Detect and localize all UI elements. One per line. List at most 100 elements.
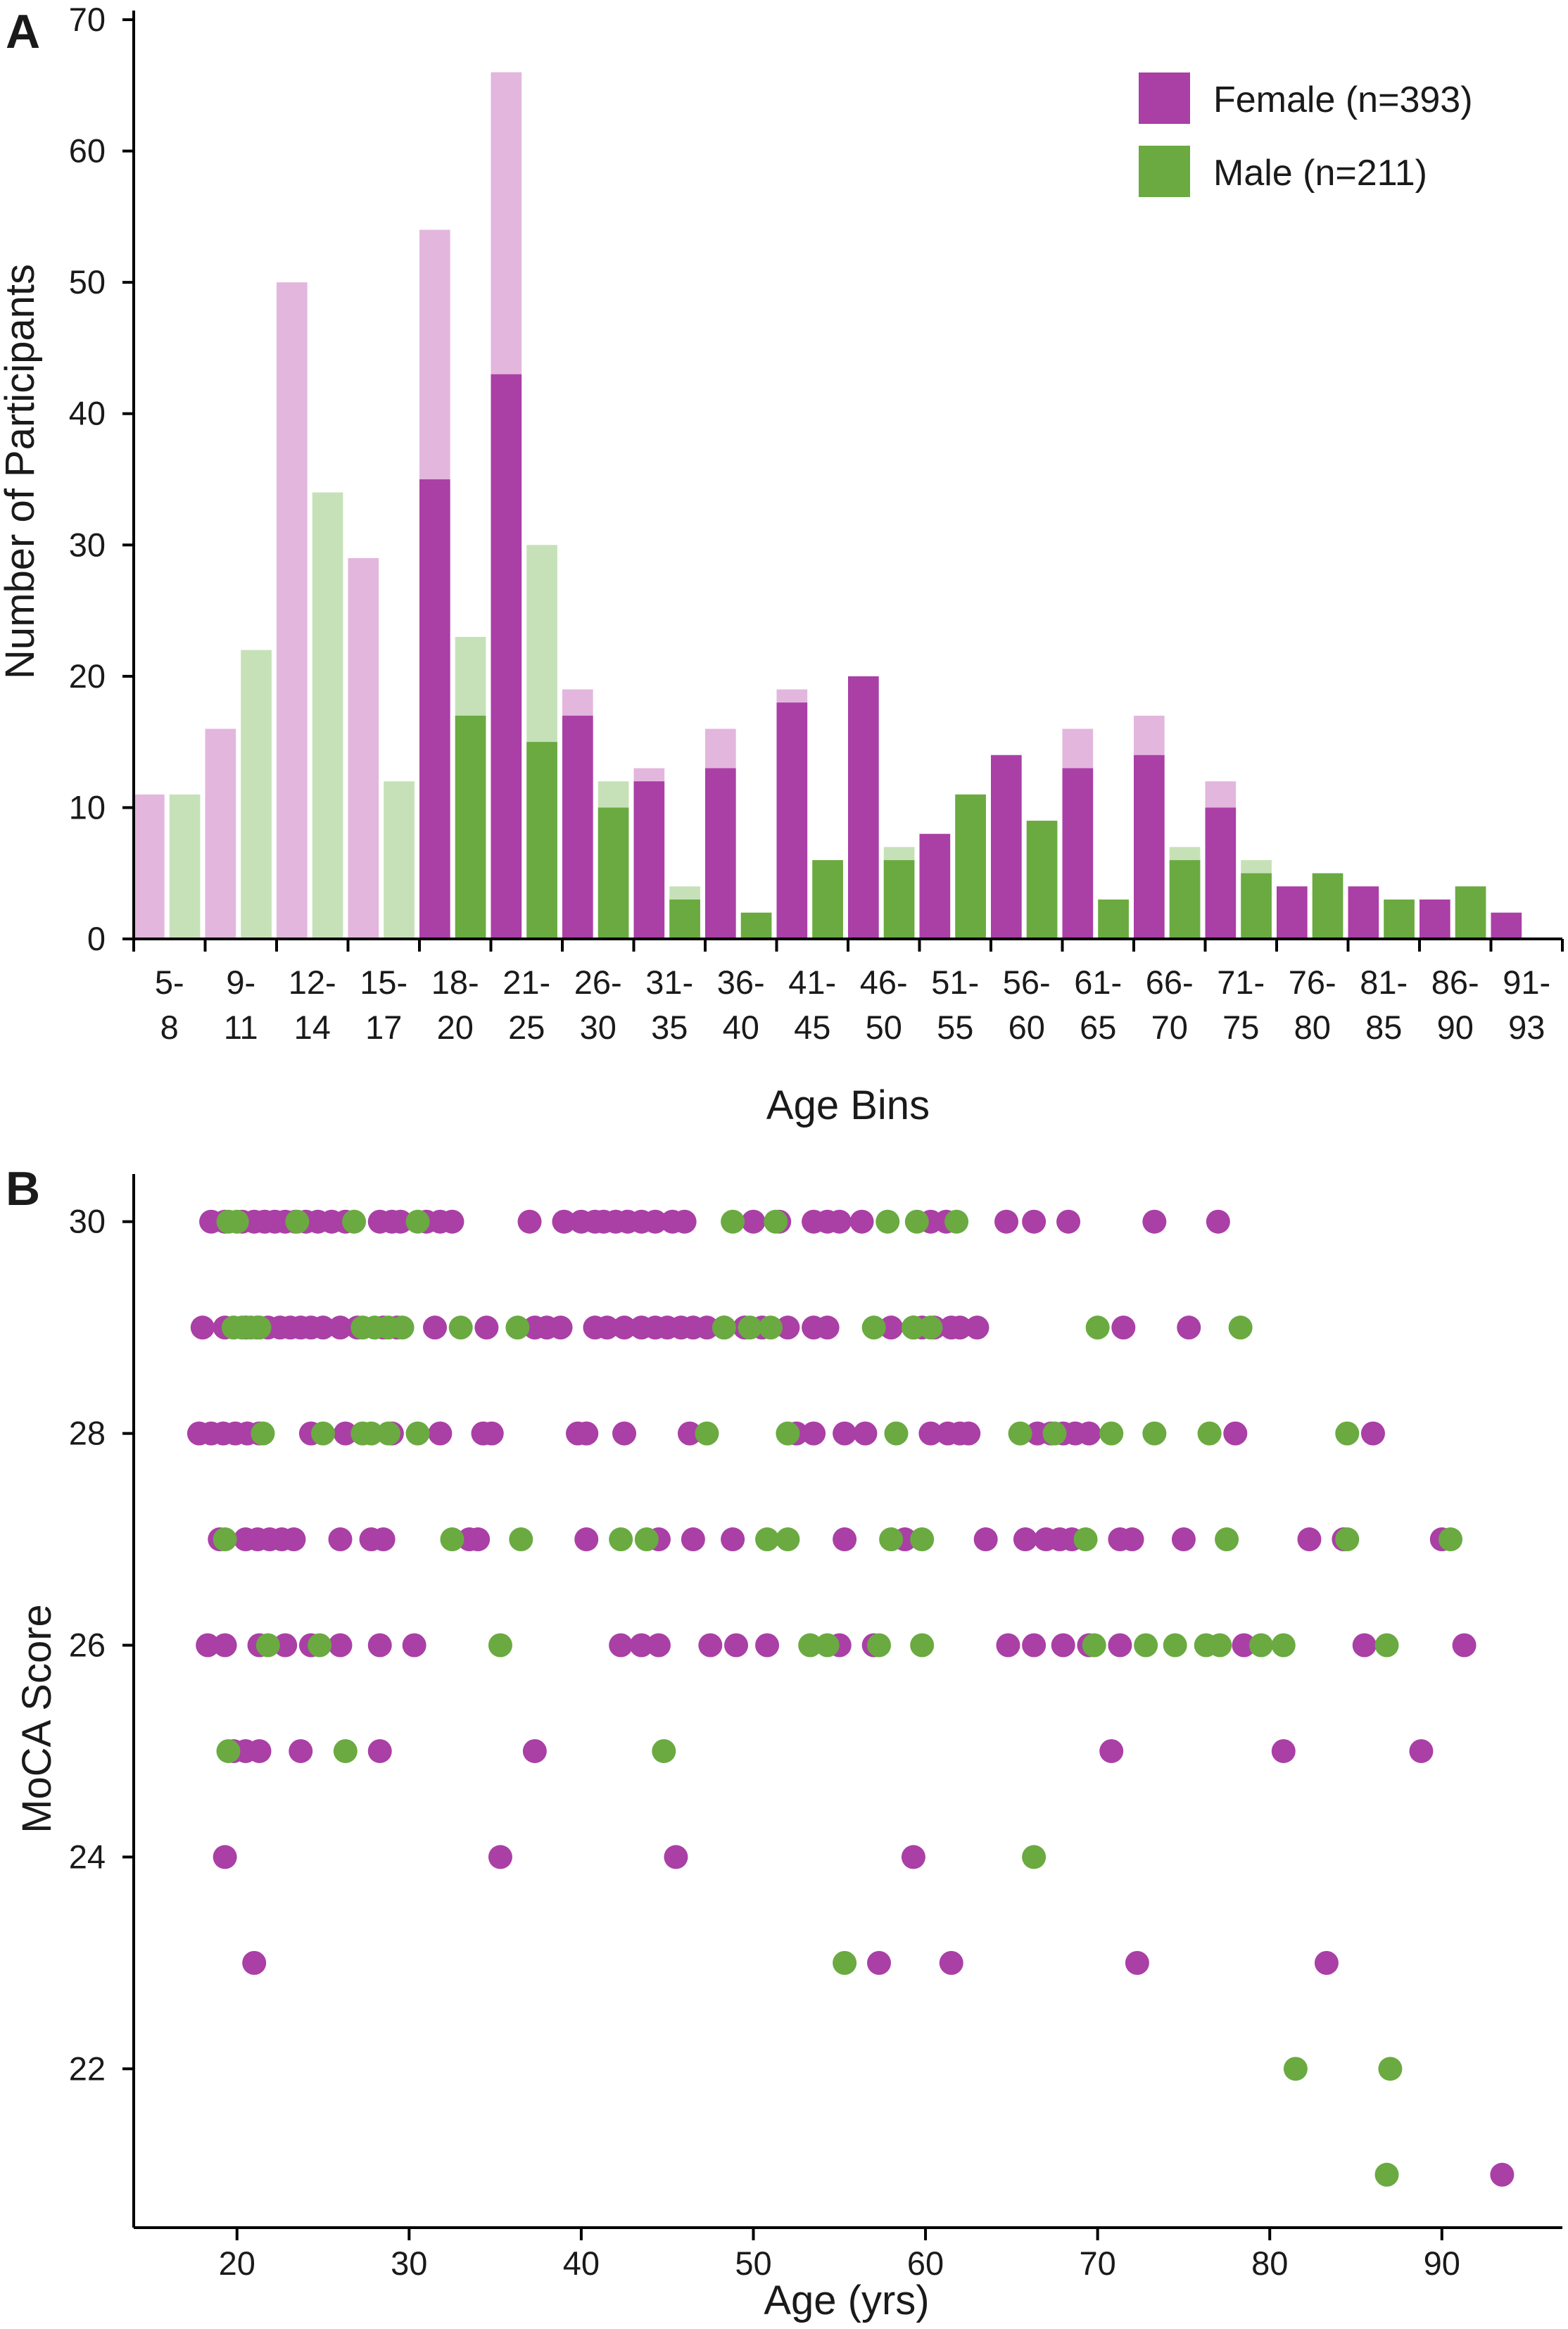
scatter-point-male-57 [308, 1633, 332, 1658]
scatter-point-female-104 [853, 1421, 878, 1446]
scatter-point-female-39 [1056, 1209, 1081, 1234]
bar-x-tick-label-top-16: 76- [1289, 964, 1336, 1001]
scatter-point-male-23 [861, 1315, 886, 1340]
scatter-x-tick-label-60: 60 [907, 2245, 944, 2282]
bar-axes [132, 11, 1564, 952]
scatter-point-female-151 [402, 1633, 426, 1658]
scatter-point-male-7 [875, 1209, 900, 1234]
scatter-point-female-14 [388, 1209, 413, 1234]
bar-female-total-0 [134, 794, 165, 939]
scatter-point-female-174 [1099, 1738, 1124, 1763]
scatter-point-female-183 [939, 1950, 963, 1975]
bar-male-4 [455, 715, 486, 939]
scatter-point-male-61 [867, 1633, 892, 1658]
scatter-point-female-75 [815, 1315, 840, 1340]
bar-female-total-1 [205, 728, 236, 939]
bar-x-tick-label-bottom-16: 80 [1294, 1009, 1331, 1046]
bar-male-12 [1026, 821, 1058, 939]
scatter-point-female-57 [474, 1315, 499, 1340]
bar-female-16 [1277, 886, 1308, 939]
scatter-point-male-71 [216, 1738, 241, 1763]
scatter-point-male-33 [405, 1421, 430, 1446]
scatter-point-male-13 [247, 1315, 272, 1340]
bar-female-4 [419, 479, 450, 939]
scatter-y-tick-label-22: 22 [69, 2050, 106, 2087]
bar-x-tick-labels: 5- 8 9- 11 12- 14 15- 17 18- 20 21- 25 26- 30 31- 35 36-… [155, 964, 1550, 1046]
scatter-point-female-161 [1022, 1633, 1047, 1658]
scatter-y-tick-label-26: 26 [69, 1627, 106, 1664]
bar-x-tick-label-top-10: 46- [860, 964, 908, 1001]
bar-male-6 [598, 807, 629, 939]
scatter-point-male-56 [255, 1633, 280, 1658]
bar-female-14 [1134, 755, 1165, 939]
scatter-point-female-76 [879, 1315, 904, 1340]
bar-x-tick-label-top-1: 9- [226, 964, 255, 1001]
scatter-x-tick-label-80: 80 [1251, 2245, 1288, 2282]
bar-y-tick-label-30: 30 [69, 526, 106, 563]
scatter-point-female-52 [328, 1315, 353, 1340]
scatter-point-female-149 [328, 1633, 353, 1658]
scatter-point-female-92 [333, 1421, 358, 1446]
scatter-point-female-184 [1125, 1950, 1149, 1975]
legend-label-male: Male (n=211) [1213, 153, 1427, 194]
bar-y-tick-label-70: 70 [69, 1, 106, 38]
bar-female-total-3 [348, 557, 379, 939]
scatter-x-tick-label-30: 30 [391, 2245, 427, 2282]
scatter-point-female-156 [724, 1633, 749, 1658]
scatter-x-tick-label-90: 90 [1424, 2245, 1460, 2282]
scatter-point-female-17 [440, 1209, 464, 1234]
bar-female-6 [562, 715, 593, 939]
bar-male-17 [1384, 900, 1415, 939]
scatter-point-female-19 [552, 1209, 576, 1234]
scatter-point-female-33 [827, 1209, 852, 1234]
scatter-point-female-100 [677, 1421, 702, 1446]
bar-x-axis-title: Age Bins [766, 1083, 930, 1128]
scatter-point-male-77 [1378, 2057, 1403, 2081]
scatter-point-female-63 [612, 1315, 637, 1340]
bar-x-tick-label-bottom-17: 85 [1365, 1009, 1402, 1046]
bar-x-tick-label-top-18: 86- [1431, 964, 1479, 1001]
bar-male-11 [955, 794, 986, 939]
legend-swatch-male [1139, 146, 1190, 197]
scatter-point-male-60 [815, 1633, 840, 1658]
scatter-point-female-56 [423, 1315, 448, 1340]
scatter-point-female-173 [522, 1738, 547, 1763]
scatter-point-male-59 [798, 1633, 823, 1658]
bar-y-tick-label-0: 0 [87, 920, 106, 957]
scatter-point-female-160 [996, 1633, 1020, 1658]
scatter-point-female-167 [1452, 1633, 1477, 1658]
bar-x-tick-label-top-0: 5- [155, 964, 184, 1001]
bar-male-8 [740, 912, 772, 939]
scatter-point-female-165 [1232, 1633, 1256, 1658]
scatter-point-female-181 [242, 1950, 267, 1975]
scatter-point-male-44 [440, 1527, 464, 1552]
bar-x-tick-label-bottom-4: 20 [437, 1009, 474, 1046]
bar-x-tick-label-bottom-2: 14 [294, 1009, 331, 1046]
scatter-point-female-130 [721, 1527, 745, 1552]
scatter-point-female-40 [1142, 1209, 1167, 1234]
bar-male-18 [1455, 886, 1486, 939]
scatter-point-male-25 [918, 1315, 943, 1340]
bar-y-tick-label-40: 40 [69, 395, 106, 432]
scatter-point-female-144 [196, 1633, 220, 1658]
bar-x-tick-label-bottom-9: 45 [794, 1009, 830, 1046]
bar-male-15 [1241, 873, 1272, 939]
scatter-point-male-53 [1215, 1527, 1239, 1552]
scatter-point-male-50 [879, 1527, 904, 1552]
scatter-point-male-43 [213, 1527, 237, 1552]
scatter-point-female-139 [1120, 1527, 1144, 1552]
panel-a-letter: A [6, 5, 40, 58]
bar-female-7 [633, 781, 665, 939]
scatter-point-female-60 [548, 1315, 573, 1340]
scatter-point-male-22 [758, 1315, 783, 1340]
scatter-point-male-37 [1008, 1421, 1032, 1446]
scatter-point-female-103 [833, 1421, 857, 1446]
scatter-point-female-171 [289, 1738, 313, 1763]
bar-female-13 [1062, 768, 1094, 939]
legend-swatch-female [1139, 72, 1190, 124]
bar-x-tick-label-top-17: 81- [1360, 964, 1408, 1001]
bar-x-tick-label-bottom-7: 35 [651, 1009, 688, 1046]
bar-female-10 [848, 676, 879, 939]
scatter-point-female-94 [428, 1421, 453, 1446]
scatter-point-male-21 [738, 1315, 762, 1340]
